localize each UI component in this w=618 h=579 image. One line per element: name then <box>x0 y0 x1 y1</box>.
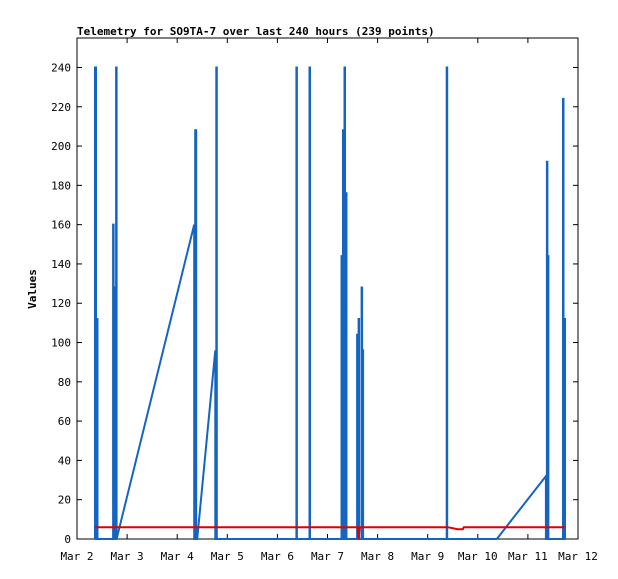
x-tick-label: Mar 7 <box>311 550 344 563</box>
y-tick-label: 0 <box>64 533 71 546</box>
x-tick-label: Mar 5 <box>211 550 244 563</box>
x-tick-label: Mar 8 <box>361 550 394 563</box>
y-axis-label: Values <box>26 269 39 309</box>
x-tick-label: Mar 9 <box>411 550 444 563</box>
y-tick-label: 200 <box>51 140 71 153</box>
y-tick-label: 80 <box>58 376 71 389</box>
series-layer <box>94 66 566 540</box>
series-line-0 <box>94 66 566 540</box>
chart-title: Telemetry for SO9TA-7 over last 240 hour… <box>77 25 435 38</box>
y-tick-label: 20 <box>58 494 71 507</box>
series-line-1 <box>95 526 565 540</box>
y-tick-label: 60 <box>58 415 71 428</box>
y-tick-label: 140 <box>51 258 71 271</box>
y-tick-label: 120 <box>51 297 71 310</box>
y-tick-label: 40 <box>58 454 71 467</box>
y-tick-label: 180 <box>51 179 71 192</box>
y-axis: 0 20 40 60 80 100 120 140 160 180 200 220 240 <box>51 61 578 546</box>
x-tick-label: Mar 2 <box>60 550 93 563</box>
x-tick-label: Mar 6 <box>261 550 294 563</box>
y-tick-label: 220 <box>51 101 71 114</box>
x-tick-label: Mar 3 <box>111 550 144 563</box>
x-tick-label: Mar 10 <box>458 550 498 563</box>
y-tick-label: 240 <box>51 61 71 74</box>
x-axis: Mar 2 Mar 3 Mar 4 Mar 5 Mar 6 Mar 7 Mar 8 Mar 9… <box>60 38 598 563</box>
y-tick-label: 100 <box>51 337 71 350</box>
y-tick-label: 160 <box>51 219 71 232</box>
x-tick-label: Mar 4 <box>161 550 194 563</box>
plot-frame <box>76 37 579 540</box>
x-tick-label: Mar 12 <box>558 550 598 563</box>
x-tick-label: Mar 11 <box>508 550 548 563</box>
